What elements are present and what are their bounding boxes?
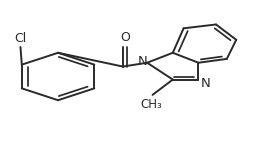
Text: N: N xyxy=(200,77,210,90)
Text: Cl: Cl xyxy=(14,32,26,45)
Text: N: N xyxy=(137,56,147,68)
Text: CH₃: CH₃ xyxy=(140,98,162,111)
Text: O: O xyxy=(120,31,130,44)
